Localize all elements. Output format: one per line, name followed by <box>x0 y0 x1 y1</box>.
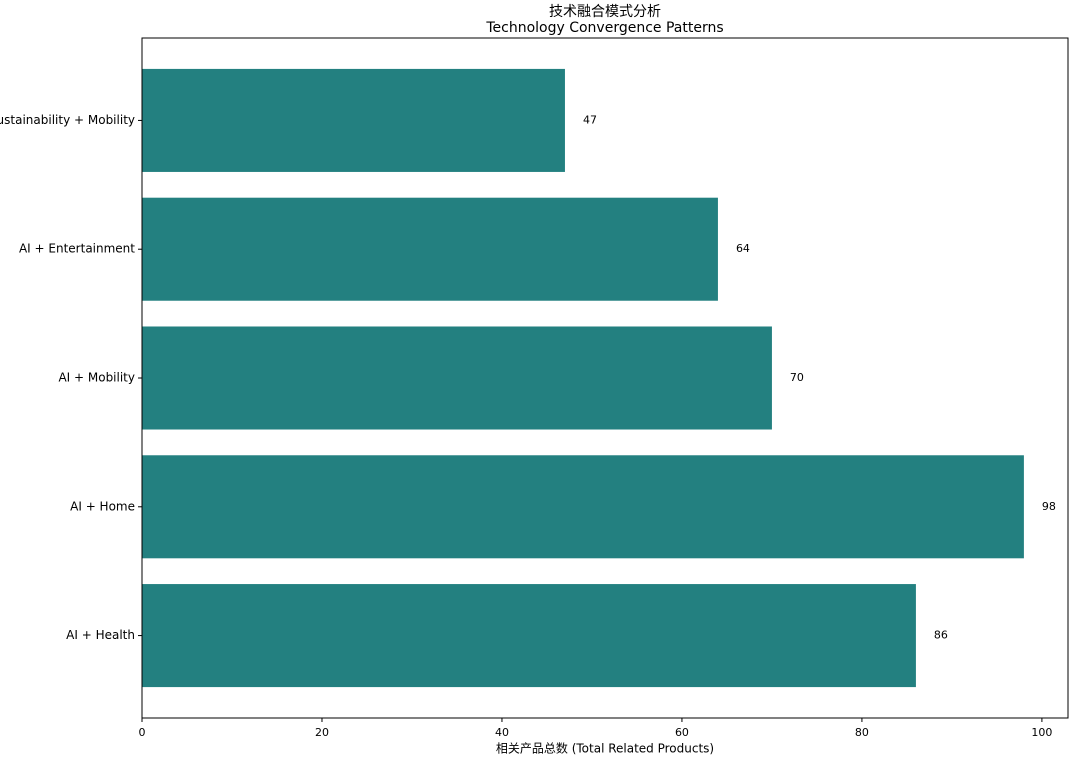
y-tick-label: AI + Entertainment <box>19 242 135 256</box>
y-tick-label: Sustainability + Mobility <box>0 113 135 127</box>
x-tick-label: 0 <box>139 726 146 739</box>
value-label: 64 <box>736 242 750 255</box>
x-tick-label: 80 <box>855 726 869 739</box>
plot-frame <box>141 37 1069 719</box>
y-tick-label: AI + Health <box>66 628 135 642</box>
bar <box>142 197 718 301</box>
chart-subtitle: Technology Convergence Patterns <box>485 20 723 36</box>
value-label: 98 <box>1042 500 1056 513</box>
value-label: 86 <box>934 629 948 642</box>
x-axis-label: 相关产品总数 (Total Related Products) <box>496 741 714 756</box>
x-tick-label: 20 <box>315 726 329 739</box>
bar <box>142 584 916 688</box>
x-tick-label: 100 <box>1031 726 1052 739</box>
chart-title: 技术融合模式分析 <box>549 4 661 20</box>
bar <box>142 68 565 172</box>
y-tick-label: AI + Home <box>70 499 135 513</box>
value-label: 70 <box>790 371 804 384</box>
x-tick-label: 40 <box>495 726 509 739</box>
x-tick-label: 60 <box>675 726 689 739</box>
bar <box>142 455 1024 559</box>
bar <box>142 326 772 430</box>
y-tick-label: AI + Mobility <box>58 371 135 385</box>
value-label: 47 <box>583 113 597 126</box>
